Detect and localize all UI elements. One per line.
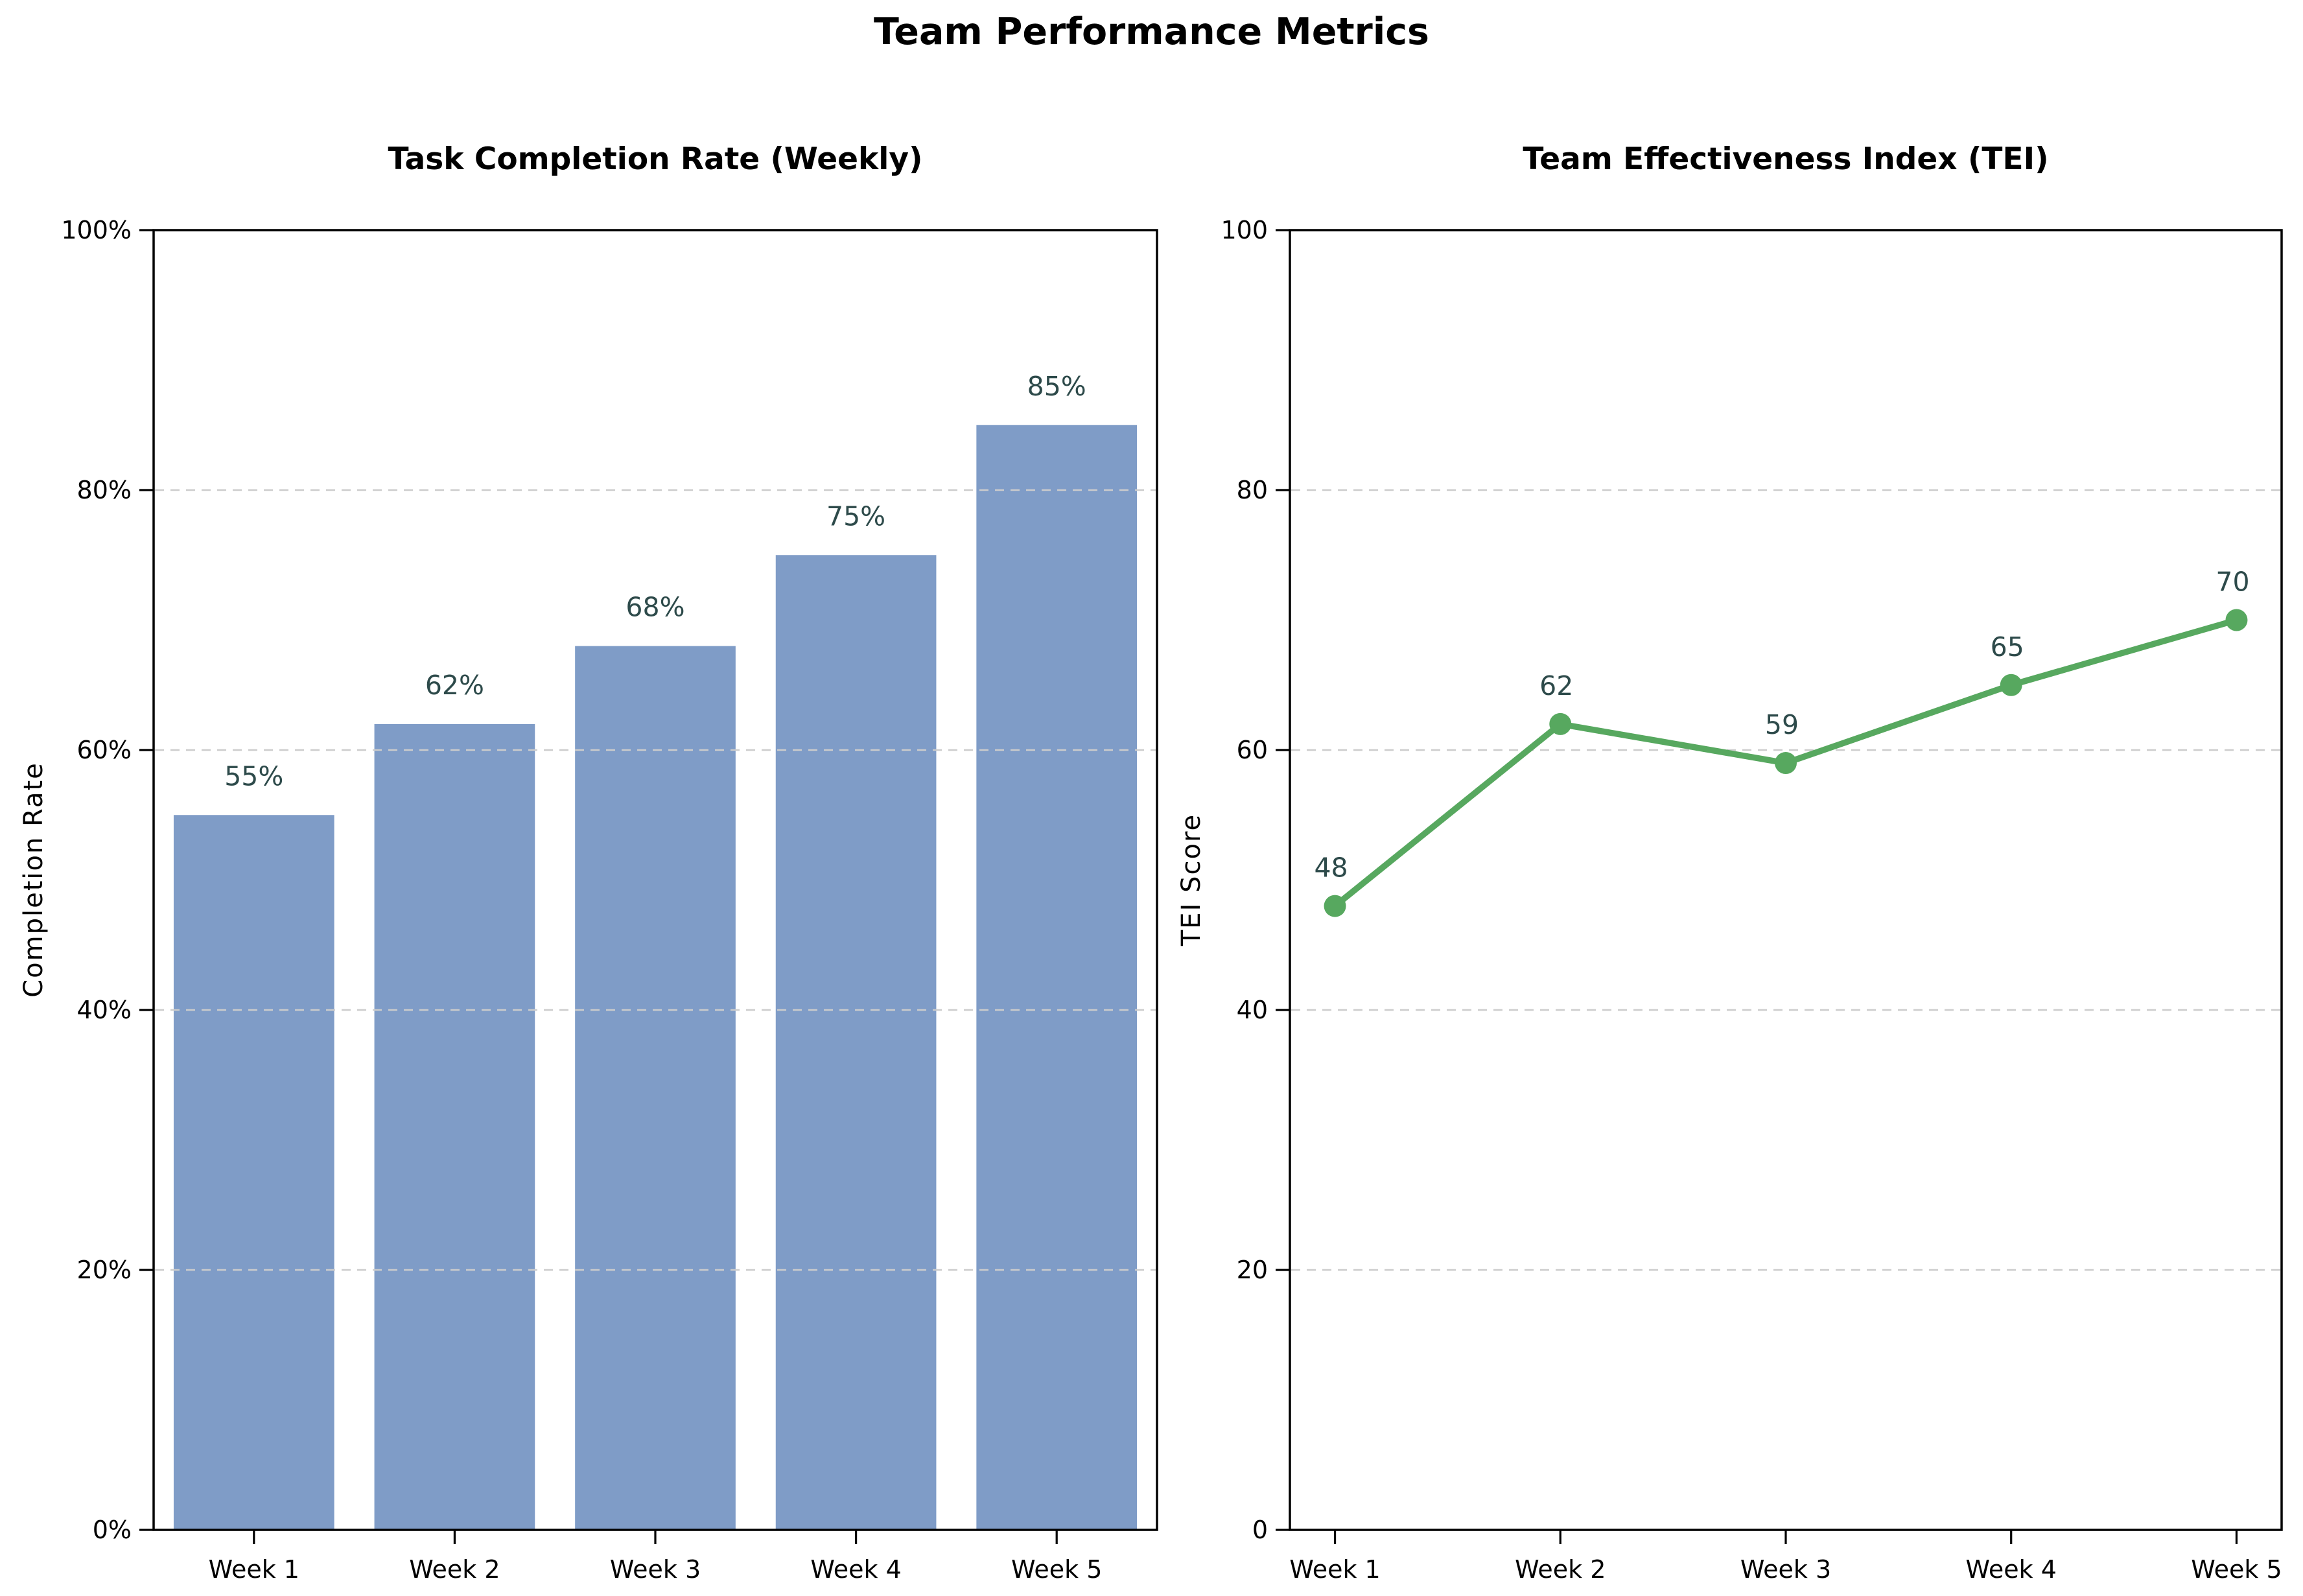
bar-week-4 [775,555,937,1530]
data-point-week-5 [2225,609,2248,631]
y-tick-label: 100% [61,216,132,244]
bar-chart: 0% 20% 40% 60% 80% 100% Week 1 Week 2 Week 3 Week… [61,216,1158,1584]
y-tick-label: 60 [1237,736,1268,764]
y-tick-label: 20 [1237,1256,1268,1284]
point-value-label: 65 [1991,631,2024,663]
x-tick-label: Week 4 [810,1555,901,1584]
data-point-week-1 [1324,895,1346,917]
y-tick-label: 60% [77,736,132,764]
point-value-label: 62 [1539,670,1573,701]
y-tick-label: 100 [1221,216,1268,244]
point-value-label: 48 [1314,852,1348,884]
x-tick-label: Week 1 [209,1555,299,1584]
data-point-week-3 [1775,752,1797,775]
data-point-week-4 [2000,674,2022,696]
bar-week-2 [374,723,535,1530]
y-tick-label: 20% [77,1256,132,1284]
point-value-label: 59 [1765,709,1799,740]
bar-value-label: 75% [826,500,885,532]
y-tick-label: 0% [93,1516,132,1544]
x-tick-label: Week 5 [2191,1555,2282,1584]
bar-week-5 [976,425,1138,1530]
y-tick-label: 40 [1237,996,1268,1024]
line-chart: 0 20 40 60 80 100 Week 1 Week 2 Week 3 Week 4 Week… [1221,216,2283,1584]
x-tick-label: Week 2 [1515,1555,1606,1584]
bar-week-1 [173,815,334,1530]
point-value-label: 70 [2215,567,2249,598]
y-tick-label: 80 [1237,476,1268,504]
x-tick-label: Week 5 [1011,1555,1102,1584]
y-tick-label: 0 [1252,1516,1268,1544]
bar-value-label: 55% [224,760,283,792]
line-chart-title: Team Effectiveness Index (TEI) [1523,141,2049,177]
data-point-week-2 [1549,712,1572,735]
y-tick-label: 40% [77,996,132,1024]
axes-frame [1289,229,2283,1531]
bar-value-label: 85% [1027,371,1086,402]
x-tick-label: Week 1 [1289,1555,1380,1584]
x-tick-label: Week 2 [409,1555,500,1584]
x-tick-label: Week 4 [1966,1555,2057,1584]
x-tick-label: Week 3 [610,1555,701,1584]
bar-chart-title: Task Completion Rate (Weekly) [388,141,923,177]
bar-week-3 [575,646,736,1530]
bar-value-label: 68% [625,592,684,623]
x-tick-label: Week 3 [1740,1555,1831,1584]
y-tick-label: 80% [77,476,132,504]
figure-title: Team Performance Metrics [873,10,1429,53]
bar-value-label: 62% [425,670,484,701]
